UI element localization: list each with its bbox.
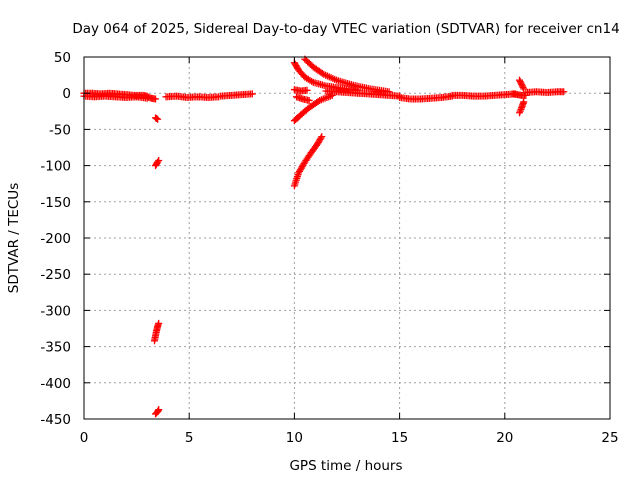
gridlines: [84, 57, 610, 419]
data-point: [154, 115, 162, 123]
data-point: [305, 96, 313, 104]
x-tick-label: 15: [391, 430, 408, 446]
y-tick-label: -450: [40, 412, 71, 428]
data-point: [519, 83, 527, 91]
x-axis-ticks: 0 5 10 15 20 25: [80, 57, 619, 446]
data-point: [308, 77, 316, 85]
x-axis-label: GPS time / hours: [289, 458, 402, 474]
data-point: [520, 98, 528, 106]
plot-frame: [83, 56, 611, 420]
y-tick-label: -50: [49, 122, 71, 138]
data-point: [560, 88, 568, 96]
x-tick-label: 10: [286, 430, 303, 446]
y-tick-label: 0: [62, 86, 71, 102]
data-point: [248, 90, 256, 98]
data-point: [517, 105, 525, 113]
y-tick-label: -250: [40, 267, 71, 283]
data-point: [318, 133, 326, 141]
series-group: [150, 114, 163, 418]
y-tick-label: 50: [54, 50, 71, 66]
data-point: [155, 319, 163, 327]
data-point: [153, 115, 161, 123]
series-group: [396, 76, 568, 117]
x-tick-label: 0: [80, 430, 89, 446]
data-point: [155, 157, 163, 165]
y-tick-label: -350: [40, 340, 71, 356]
y-tick-label: -300: [40, 303, 71, 319]
x-tick-label: 20: [496, 430, 513, 446]
y-tick-label: -200: [40, 231, 71, 247]
data-point: [303, 86, 311, 94]
x-tick-label: 25: [601, 430, 618, 446]
series-group: [80, 89, 256, 103]
data-point: [152, 95, 160, 103]
data-points: [80, 55, 568, 418]
y-axis-ticks: 50 0 -50 -100 -150 -200 -250 -300 -350 -400 -450: [40, 50, 610, 428]
data-point: [155, 406, 163, 414]
y-tick-label: -400: [40, 376, 71, 392]
series-group: [290, 55, 404, 190]
x-tick-label: 5: [185, 430, 194, 446]
data-point: [328, 91, 336, 99]
data-point: [154, 158, 162, 166]
y-tick-label: -150: [40, 195, 71, 211]
y-tick-label: -100: [40, 159, 71, 175]
data-point: [317, 134, 325, 142]
y-axis-label: SDTVAR / TECUs: [6, 183, 22, 293]
data-point: [520, 85, 528, 93]
chart-title: Day 064 of 2025, Sidereal Day-to-day VTE…: [72, 21, 619, 37]
